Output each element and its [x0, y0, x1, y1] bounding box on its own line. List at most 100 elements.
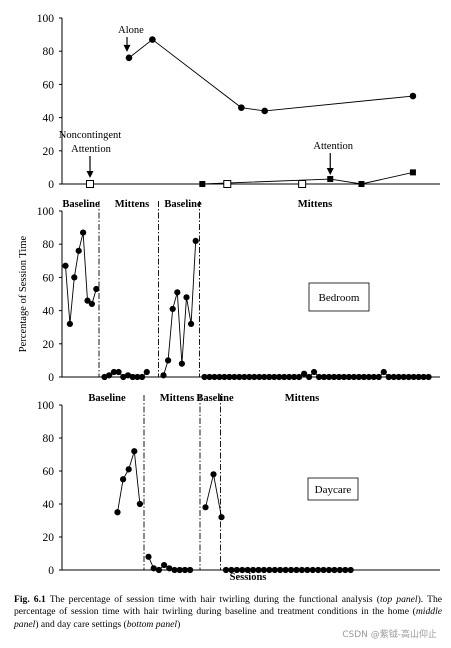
middle-data-point: [206, 373, 213, 381]
bottom-data-point: [250, 566, 257, 574]
top-point-alone: [238, 104, 245, 111]
top-annotation-attention: Attention: [313, 141, 353, 152]
middle-data-point: [169, 305, 176, 313]
middle-setting-box: [308, 282, 370, 312]
bottom-data-point: [171, 566, 178, 574]
top-annotation-noncontingent-line2: Attention: [71, 144, 111, 155]
middle-data-point: [320, 373, 328, 381]
top-arrow-alone-head: [123, 44, 131, 52]
middle-data-point: [71, 274, 78, 281]
middle-data-point: [66, 320, 73, 327]
bottom-data-point: [161, 561, 168, 569]
middle-phase-label-1: Baseline: [62, 199, 100, 210]
bottom-data-point: [320, 566, 327, 574]
bottom-data-point: [202, 504, 209, 511]
middle-data-point: [400, 373, 407, 381]
bottom-data-point: [277, 566, 284, 574]
middle-data-point: [75, 247, 82, 254]
middle-data-point: [120, 373, 127, 381]
middle-data-point: [405, 373, 412, 381]
top-y-tick-label: 100: [37, 13, 55, 25]
top-arrow-noncontingent-head: [86, 171, 94, 178]
top-y-tick-label: 80: [43, 46, 55, 58]
top-point-alone: [261, 107, 269, 115]
middle-data-point: [420, 373, 427, 381]
middle-data-point: [101, 373, 108, 381]
bottom-y-tick-label: 0: [48, 565, 54, 577]
bottom-data-point: [298, 566, 305, 574]
bottom-data-point: [166, 565, 173, 572]
middle-phase-1-line: [65, 232, 97, 324]
bottom-phase-label-2: Mittens: [160, 393, 194, 404]
middle-setting-label: Bedroom: [319, 292, 360, 304]
bottom-data-point: [145, 553, 152, 560]
middle-data-point: [110, 368, 117, 376]
bottom-y-tick-label: 40: [43, 499, 55, 511]
caption-text-2: ). The percentage of session time with h…: [14, 594, 443, 618]
top-annotation-noncontingent-line1: Noncontingent: [59, 130, 121, 141]
middle-phase-3-line: [163, 240, 197, 376]
middle-data-point: [375, 373, 382, 381]
middle-data-point: [360, 373, 367, 381]
middle-data-point: [390, 373, 397, 381]
middle-data-point: [315, 373, 323, 381]
middle-phase-label-4: Mittens: [298, 199, 332, 210]
bottom-data-point: [176, 566, 183, 574]
figure-caption: Fig. 6.1 The percentage of session time …: [14, 594, 442, 631]
caption-middle-panel: middle panel: [14, 606, 442, 630]
bottom-data-point: [181, 566, 188, 574]
bottom-data-point: [155, 566, 162, 574]
middle-data-point: [276, 373, 283, 381]
middle-data-point: [335, 373, 343, 381]
bottom-setting-box: [307, 477, 359, 501]
bottom-data-point: [125, 466, 132, 473]
top-point-attention: [327, 176, 334, 183]
middle-data-point: [291, 373, 298, 381]
middle-data-point: [256, 373, 263, 381]
bottom-data-point: [271, 566, 278, 574]
middle-data-point: [106, 372, 113, 379]
middle-y-axis-label: Percentage of Session Time: [18, 235, 29, 352]
bottom-data-point: [342, 566, 349, 574]
middle-data-point: [310, 368, 318, 376]
middle-data-point: [246, 373, 253, 381]
middle-data-point: [350, 373, 357, 381]
middle-data-point: [192, 237, 199, 244]
bottom-data-point: [120, 476, 127, 483]
top-point-attention: [409, 169, 416, 176]
middle-data-point: [143, 368, 150, 376]
middle-data-point: [296, 373, 303, 381]
bottom-data-point: [255, 566, 262, 574]
middle-data-point: [241, 373, 248, 381]
middle-phase-label-2: Mittens: [115, 199, 149, 210]
middle-data-point: [201, 373, 208, 381]
bottom-phase-label-4: Mittens: [285, 393, 319, 404]
top-point-noncontingent: [298, 180, 307, 188]
bottom-data-point: [114, 509, 121, 516]
middle-panel-bedroom: 0 20 40 60 80 100 Baseline Mittens Baseline Mitte…: [18, 199, 440, 384]
bottom-data-point: [136, 500, 143, 508]
top-point-noncontingent: [223, 180, 232, 188]
middle-data-point: [266, 373, 273, 381]
bottom-data-point: [315, 566, 322, 574]
top-point-noncontingent: [86, 180, 94, 188]
middle-data-point: [365, 373, 372, 381]
middle-data-point: [425, 373, 432, 381]
bottom-data-point: [309, 566, 316, 574]
top-point-attention: [358, 181, 365, 187]
top-annotation-alone: Alone: [118, 25, 144, 36]
bottom-data-point: [304, 566, 311, 574]
bottom-data-point: [233, 566, 240, 574]
middle-data-point: [345, 373, 353, 381]
bottom-data-point: [210, 471, 217, 478]
middle-y-tick-label: 40: [43, 306, 55, 318]
caption-bottom-panel: bottom panel: [126, 618, 178, 630]
caption-text-3: ) and day care settings (: [35, 618, 127, 630]
middle-data-point: [183, 294, 190, 301]
bottom-y-tick-label: 80: [43, 433, 55, 445]
middle-y-tick-label: 100: [37, 206, 55, 218]
middle-data-point: [355, 373, 362, 381]
bottom-phase-label-3: Baseline: [196, 393, 234, 404]
middle-y-tick-label: 60: [43, 272, 55, 284]
